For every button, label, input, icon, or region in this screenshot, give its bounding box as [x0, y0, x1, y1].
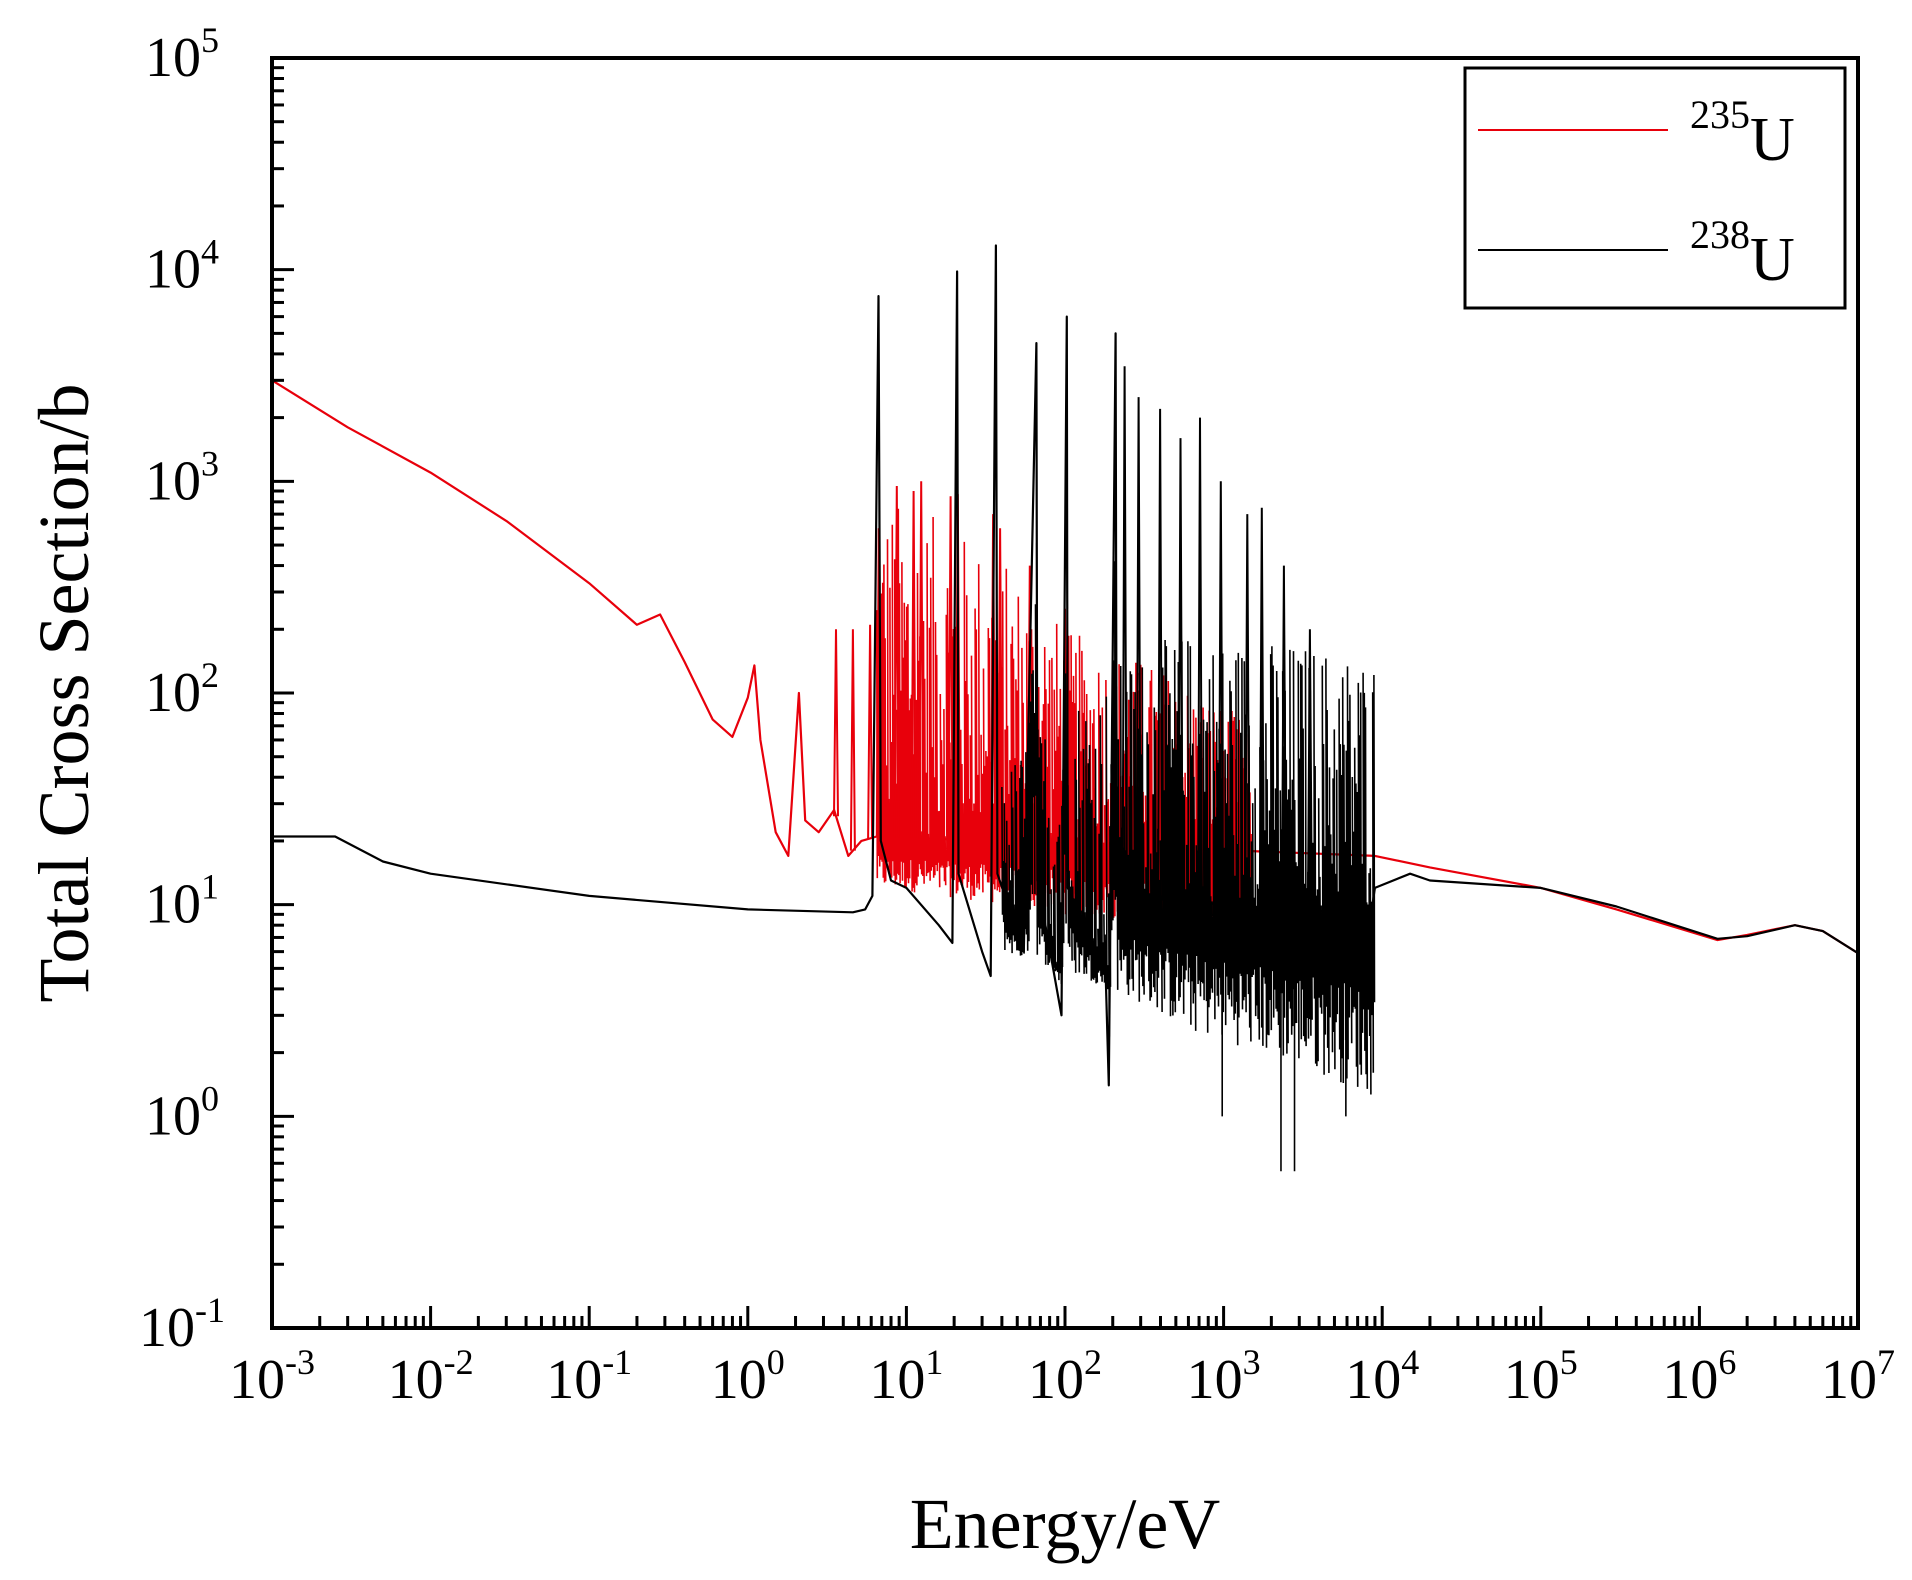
series-235u-peak [918, 481, 925, 839]
series-238u-peak [1157, 408, 1164, 900]
x-tick-exponent: 1 [925, 1342, 943, 1382]
series-235u-peak [997, 528, 1004, 842]
y-tick-exponent: -1 [195, 1290, 225, 1330]
x-tick-label: 10-3 [229, 1342, 315, 1411]
legend-frame [1463, 66, 1847, 310]
series-238u-peak [1177, 438, 1184, 902]
series-238u-resonance-band [1001, 497, 1376, 1095]
series-235u-peak [947, 496, 954, 840]
x-axis: 10-3 10-2 10-1 100 101 102 103 104 105 106 107 [229, 1306, 1895, 1411]
y-tick-base: 10 [145, 450, 201, 512]
series-layer [272, 244, 1858, 1172]
y-tick-exponent: 3 [201, 443, 219, 483]
series-235u-baseline [272, 379, 1858, 955]
series-238u-peak [1135, 397, 1142, 898]
x-tick-base: 10 [546, 1349, 602, 1411]
x-tick-exponent: 3 [1243, 1342, 1261, 1382]
legend-label-238u: 238U [1690, 212, 1795, 294]
x-tick-base: 10 [388, 1349, 444, 1411]
series-238u-peak [1280, 565, 1287, 909]
x-tick-base: 10 [1345, 1349, 1401, 1411]
x-tick-label: 104 [1345, 1342, 1419, 1411]
series-235u-peak [893, 485, 900, 838]
x-tick-exponent: 0 [767, 1342, 785, 1382]
x-tick-exponent: 7 [1877, 1342, 1895, 1382]
legend-symbol-235: U [1750, 106, 1795, 174]
x-tick-label: 107 [1821, 1342, 1895, 1411]
series-235u-peak [867, 624, 874, 839]
legend: 235U 238U [1463, 66, 1847, 310]
y-tick-label: 101 [145, 867, 219, 936]
series-238u-peak [1244, 514, 1251, 907]
y-tick-exponent: 5 [201, 20, 219, 60]
x-tick-exponent: -2 [444, 1342, 474, 1382]
legend-mass-235: 235 [1690, 92, 1750, 137]
y-tick-label: 102 [145, 655, 219, 724]
x-tick-exponent: -3 [285, 1342, 315, 1382]
x-tick-base: 10 [1028, 1349, 1084, 1411]
y-tick-base: 10 [145, 1085, 201, 1147]
x-tick-exponent: 5 [1560, 1342, 1578, 1382]
x-tick-base: 10 [1504, 1349, 1560, 1411]
x-tick-label: 105 [1504, 1342, 1578, 1411]
y-tick-exponent: 4 [201, 232, 219, 272]
x-tick-label: 100 [711, 1342, 785, 1411]
legend-mass-238: 238 [1690, 212, 1750, 257]
x-tick-exponent: 4 [1401, 1342, 1419, 1382]
x-tick-base: 10 [229, 1349, 285, 1411]
y-tick-exponent: 0 [201, 1078, 219, 1118]
y-tick-label: 10-1 [139, 1290, 225, 1359]
legend-label-235u: 235U [1690, 92, 1795, 174]
y-axis-title: Total Cross Section/b [24, 384, 104, 1003]
series-238u-peak [1258, 507, 1265, 908]
x-tick-exponent: 2 [1084, 1342, 1102, 1382]
y-tick-exponent: 2 [201, 655, 219, 695]
y-tick-base: 10 [145, 239, 201, 301]
x-tick-base: 10 [869, 1349, 925, 1411]
x-tick-label: 10-2 [388, 1342, 474, 1411]
x-axis-title: Energy/eV [910, 1484, 1221, 1564]
series-235u-peak [833, 629, 839, 817]
y-tick-label: 103 [145, 443, 219, 512]
series-235u-peak [849, 629, 856, 851]
x-tick-base: 10 [711, 1349, 767, 1411]
x-tick-base: 10 [1662, 1349, 1718, 1411]
series-238u-peak [1217, 481, 1224, 905]
x-tick-exponent: -1 [602, 1342, 632, 1382]
series-238u-peak [1197, 417, 1203, 903]
y-tick-exponent: 1 [201, 867, 219, 907]
series-238u-peak [1306, 629, 1313, 911]
x-tick-label: 101 [869, 1342, 943, 1411]
x-tick-base: 10 [1187, 1349, 1243, 1411]
y-tick-label: 100 [145, 1078, 219, 1147]
y-tick-base: 10 [145, 874, 201, 936]
legend-symbol-238: U [1750, 226, 1795, 294]
series-238u-peak [1121, 366, 1128, 897]
x-tick-label: 103 [1187, 1342, 1261, 1411]
x-tick-base: 10 [1821, 1349, 1877, 1411]
y-tick-label: 104 [145, 232, 219, 301]
y-tick-base: 10 [145, 27, 201, 89]
x-tick-label: 10-1 [546, 1342, 632, 1411]
y-tick-label: 105 [145, 20, 219, 89]
x-tick-label: 106 [1662, 1342, 1736, 1411]
y-tick-base: 10 [145, 662, 201, 724]
series-235u-peak [910, 490, 917, 838]
x-tick-label: 102 [1028, 1342, 1102, 1411]
x-tick-exponent: 6 [1718, 1342, 1736, 1382]
y-tick-base: 10 [139, 1297, 195, 1359]
